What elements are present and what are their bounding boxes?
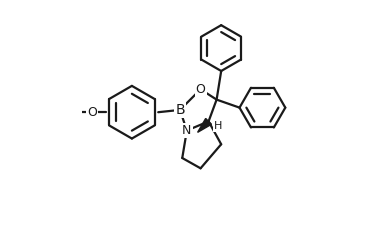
Polygon shape bbox=[198, 118, 212, 132]
Text: O: O bbox=[87, 106, 97, 119]
Text: B: B bbox=[175, 103, 185, 117]
Text: N: N bbox=[182, 124, 192, 137]
Text: H: H bbox=[214, 121, 222, 131]
Text: O: O bbox=[196, 83, 205, 96]
